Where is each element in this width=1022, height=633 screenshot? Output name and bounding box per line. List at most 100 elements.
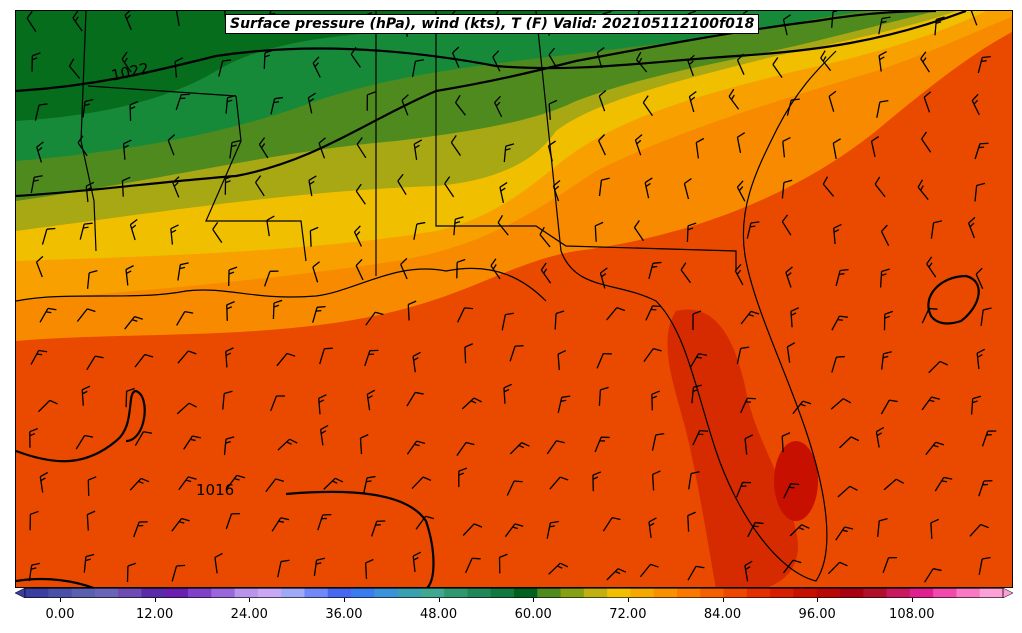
wind-barb: [455, 94, 466, 116]
wind-barb: [509, 345, 524, 362]
wind-barb: [464, 343, 474, 364]
wind-barb: [978, 480, 993, 497]
wind-barb: [746, 221, 760, 239]
wind-barb: [596, 352, 612, 369]
wind-barb: [633, 220, 645, 242]
wind-barb: [547, 140, 557, 162]
wind-barb: [680, 262, 692, 284]
colorbar-tick-label: 60.00: [514, 607, 552, 622]
wind-barb: [319, 347, 333, 365]
wind-barb: [687, 511, 696, 532]
wind-barb: [444, 176, 455, 198]
wind-barb: [323, 477, 344, 490]
wind-barb: [28, 562, 41, 582]
wind-barb: [462, 523, 483, 536]
map-panel: 1022 1016: [15, 10, 1013, 588]
wind-barb: [174, 57, 184, 78]
colorbar-swatch: [467, 588, 492, 598]
isobar-1016: [285, 490, 435, 587]
isobar-1022: [16, 11, 967, 93]
colorbar-swatch: [956, 588, 981, 598]
wind-barb: [975, 267, 984, 290]
wind-barb: [183, 435, 201, 450]
wind-barb: [366, 389, 376, 411]
wind-barb: [499, 181, 508, 203]
wind-barb: [171, 564, 186, 582]
boundaries: [16, 11, 837, 582]
wind-barb: [827, 561, 848, 575]
wind-barb: [76, 308, 96, 322]
wind-barb: [881, 351, 892, 370]
wind-barb: [461, 397, 482, 410]
wind-barb: [350, 46, 361, 68]
colorbar-over-arrow: [1002, 588, 1013, 598]
wind-barb: [981, 430, 997, 447]
wind-barb: [539, 226, 551, 248]
wind-barb: [497, 214, 509, 236]
colorbar-swatch: [164, 588, 189, 598]
wind-barb: [970, 11, 978, 26]
wind-barb: [225, 512, 241, 530]
wind-barb: [540, 262, 552, 284]
wind-barb: [934, 476, 953, 492]
wind-barb: [594, 221, 604, 242]
wind-barb: [457, 307, 474, 323]
wind-barb: [453, 216, 464, 236]
colorbar-tick-mark: [60, 598, 61, 602]
wind-barb: [504, 523, 524, 538]
wind-barb: [170, 224, 179, 245]
wind-barb: [167, 134, 176, 156]
colorbar-swatch: [374, 588, 399, 598]
wind-barb: [125, 265, 134, 286]
wind-barb: [177, 262, 189, 281]
temperature-map: [16, 11, 1012, 587]
wind-barb: [312, 56, 321, 78]
colorbar-swatch: [770, 588, 794, 598]
wind-barb: [363, 475, 376, 494]
colorbar-tick-mark: [722, 598, 724, 602]
wind-barb: [924, 568, 942, 583]
wind-barb: [226, 474, 246, 489]
wind-barb: [318, 394, 327, 415]
wind-barb: [594, 436, 610, 453]
wind-barb: [883, 310, 894, 331]
colorbar-swatch: [677, 588, 701, 598]
wind-barb: [692, 310, 702, 331]
wind-barb: [366, 91, 376, 111]
wind-barb: [596, 47, 605, 69]
colorbar-swatch: [234, 588, 259, 598]
colorbar-tick-label: 84.00: [703, 607, 742, 622]
isobar-west-loop: [16, 389, 146, 463]
wind-barb: [598, 90, 607, 112]
wind-barb: [980, 307, 992, 326]
colorbar-swatch: [444, 588, 468, 598]
colorbar-swatch: [746, 588, 771, 598]
colorbar-swatch: [840, 588, 864, 598]
wind-barb: [263, 270, 279, 287]
colorbar-tick-label: 48.00: [419, 607, 458, 622]
wind-barb: [643, 348, 662, 362]
colorbar-swatch: [71, 588, 96, 598]
colorbar-swatch: [514, 588, 538, 598]
wind-barb: [878, 16, 891, 35]
wind-barb: [648, 261, 662, 279]
wind-barb: [224, 175, 234, 195]
wind-barb: [831, 11, 842, 28]
wind-barb: [129, 477, 150, 491]
wind-barb: [822, 176, 835, 197]
wind-barb: [970, 395, 982, 415]
wind-barb: [492, 50, 501, 72]
wind-barb: [307, 92, 316, 114]
band-dark-green: [16, 11, 616, 121]
wind-barb: [312, 305, 326, 323]
wind-barb: [223, 436, 235, 456]
wind-barb: [635, 51, 648, 73]
wind-barb: [129, 218, 138, 241]
wind-barb: [744, 560, 753, 582]
wind-barb: [830, 398, 852, 410]
colorbar-tick-mark: [249, 598, 251, 602]
colorbar-swatch: [281, 588, 305, 598]
wind-barb: [552, 180, 561, 202]
colorbar-swatch: [327, 588, 352, 598]
wind-barb: [34, 103, 48, 121]
